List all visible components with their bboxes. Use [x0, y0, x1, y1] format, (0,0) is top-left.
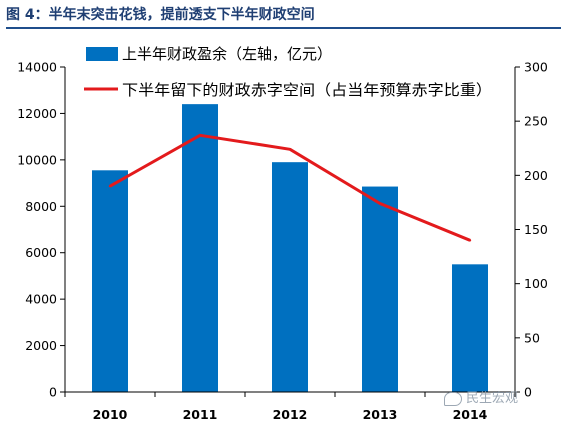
y-left-tick-label: 12000 — [17, 106, 57, 121]
y-right-tick-label: 150 — [524, 222, 548, 237]
watermark: 民生宏观 — [444, 388, 562, 410]
y-right-tick-label: 0 — [524, 385, 532, 400]
y-right-tick-label: 250 — [524, 114, 548, 129]
legend-label-line: 下半年留下的财政赤字空间（占当年预算赤字比重） — [122, 81, 492, 99]
title-underline — [6, 27, 561, 29]
bar-2012 — [272, 162, 308, 392]
y-right-tick-label: 100 — [524, 276, 548, 291]
bar-2014 — [452, 264, 488, 392]
y-right-tick-label: 50 — [524, 330, 540, 345]
line-point-2014 — [468, 239, 472, 242]
y-left-tick-label: 4000 — [25, 292, 57, 307]
y-right-tick-label: 300 — [524, 60, 548, 75]
bar-2011 — [182, 104, 218, 393]
line-point-2012 — [288, 148, 292, 151]
y-left-tick-label: 6000 — [25, 245, 57, 260]
x-tick-label: 2012 — [273, 407, 308, 422]
figure-title: 图 4：半年末突击花钱，提前透支下半年财政空间 — [6, 5, 561, 29]
figure-title-text: 图 4：半年末突击花钱，提前透支下半年财政空间 — [6, 7, 315, 23]
line-point-2011 — [198, 134, 202, 137]
wechat-icon — [444, 391, 462, 406]
x-tick-label: 2013 — [363, 407, 398, 422]
y-left-tick-label: 8000 — [25, 199, 57, 214]
x-tick-label: 2014 — [453, 407, 488, 422]
bar-2010 — [92, 170, 128, 392]
line-point-2013 — [378, 202, 382, 205]
y-left-tick-label: 14000 — [17, 60, 57, 75]
bar-2013 — [362, 186, 398, 392]
legend-label-bar: 上半年财政盈余（左轴，亿元） — [122, 45, 332, 63]
y-left-tick-label: 0 — [49, 385, 57, 400]
legend-swatch-bar — [86, 47, 118, 61]
y-right-tick-label: 200 — [524, 168, 548, 183]
watermark-text: 民生宏观 — [466, 391, 519, 406]
x-tick-label: 2010 — [93, 407, 128, 422]
x-tick-label: 2011 — [183, 407, 218, 422]
line-point-2010 — [108, 184, 112, 188]
y-left-tick-label: 10000 — [17, 152, 57, 167]
y-left-tick-label: 2000 — [25, 338, 57, 353]
